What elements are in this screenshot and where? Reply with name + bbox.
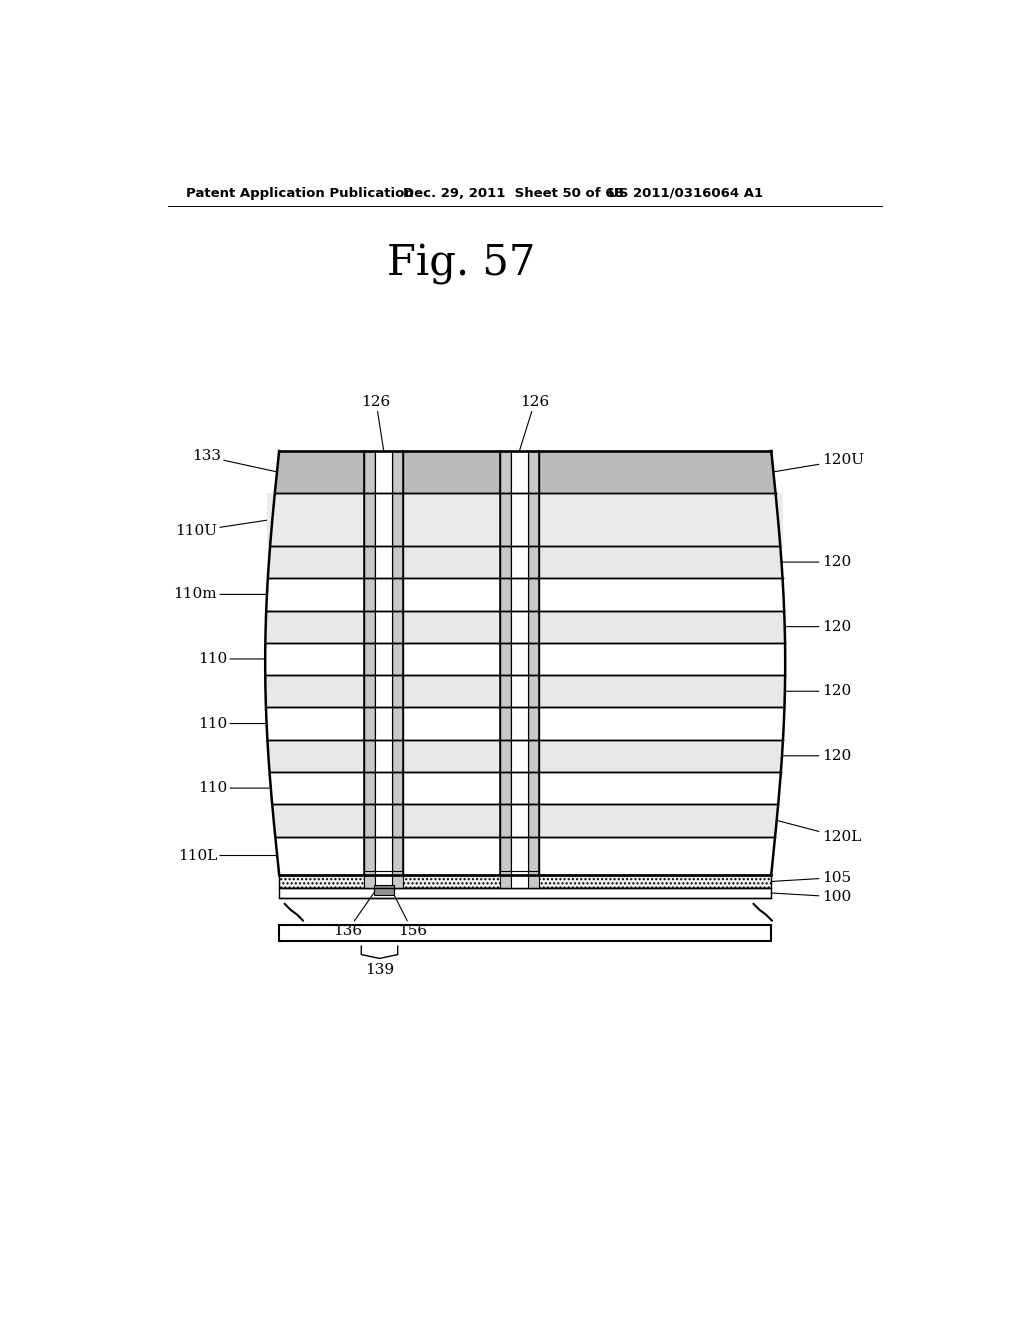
Text: 110: 110 (198, 717, 266, 730)
Bar (511, 871, 528, 888)
Bar (392, 451, 403, 875)
Bar (403, 492, 500, 546)
Polygon shape (267, 739, 783, 772)
Text: 120: 120 (784, 619, 851, 634)
Text: Fig. 57: Fig. 57 (387, 243, 536, 285)
Polygon shape (275, 837, 775, 875)
Text: 100: 100 (771, 890, 851, 904)
Polygon shape (539, 451, 775, 492)
Bar (403, 611, 500, 643)
Text: 136: 136 (333, 890, 376, 937)
Bar (365, 871, 375, 888)
Text: 105: 105 (771, 871, 851, 884)
Bar (500, 871, 511, 888)
Polygon shape (265, 451, 785, 875)
Text: 156: 156 (391, 890, 427, 937)
Bar (403, 675, 500, 708)
Bar (374, 884, 394, 895)
Text: 120: 120 (784, 684, 851, 698)
Polygon shape (270, 492, 780, 546)
Text: 139: 139 (365, 964, 394, 977)
Polygon shape (265, 675, 785, 708)
Bar (375, 451, 392, 875)
Bar (528, 451, 539, 875)
Polygon shape (274, 451, 775, 492)
Text: 110U: 110U (175, 519, 272, 539)
Text: 120L: 120L (776, 820, 861, 845)
Bar (511, 451, 528, 875)
Bar (403, 492, 500, 546)
Bar (280, 875, 771, 888)
Text: 110: 110 (198, 652, 265, 667)
Text: 110L: 110L (178, 849, 278, 862)
Text: Dec. 29, 2011  Sheet 50 of 68: Dec. 29, 2011 Sheet 50 of 68 (403, 187, 624, 199)
Bar (500, 451, 511, 875)
Bar (375, 871, 392, 888)
Polygon shape (266, 708, 784, 739)
Text: 120: 120 (781, 556, 851, 569)
Polygon shape (272, 804, 778, 837)
Bar (403, 546, 500, 578)
Bar (403, 451, 500, 492)
Bar (365, 451, 375, 875)
Text: 110m: 110m (173, 587, 267, 602)
Bar (403, 804, 500, 837)
Bar (539, 492, 783, 546)
Polygon shape (274, 451, 365, 492)
Text: 126: 126 (519, 395, 550, 451)
Text: Patent Application Publication: Patent Application Publication (186, 187, 414, 199)
Polygon shape (265, 643, 785, 675)
Text: 120: 120 (782, 748, 851, 763)
Polygon shape (266, 578, 784, 611)
Text: 120U: 120U (773, 453, 864, 471)
Bar (403, 451, 500, 492)
Text: 126: 126 (361, 395, 390, 451)
Bar (403, 451, 500, 492)
Polygon shape (268, 546, 782, 578)
Bar (280, 888, 771, 898)
Text: US 2011/0316064 A1: US 2011/0316064 A1 (608, 187, 764, 199)
Text: 110: 110 (198, 781, 270, 795)
Polygon shape (265, 611, 785, 643)
Bar (528, 871, 539, 888)
Bar (392, 871, 403, 888)
Bar (280, 924, 771, 941)
Polygon shape (269, 772, 781, 804)
Bar (403, 739, 500, 772)
Bar (267, 492, 365, 546)
Text: 133: 133 (193, 450, 276, 471)
